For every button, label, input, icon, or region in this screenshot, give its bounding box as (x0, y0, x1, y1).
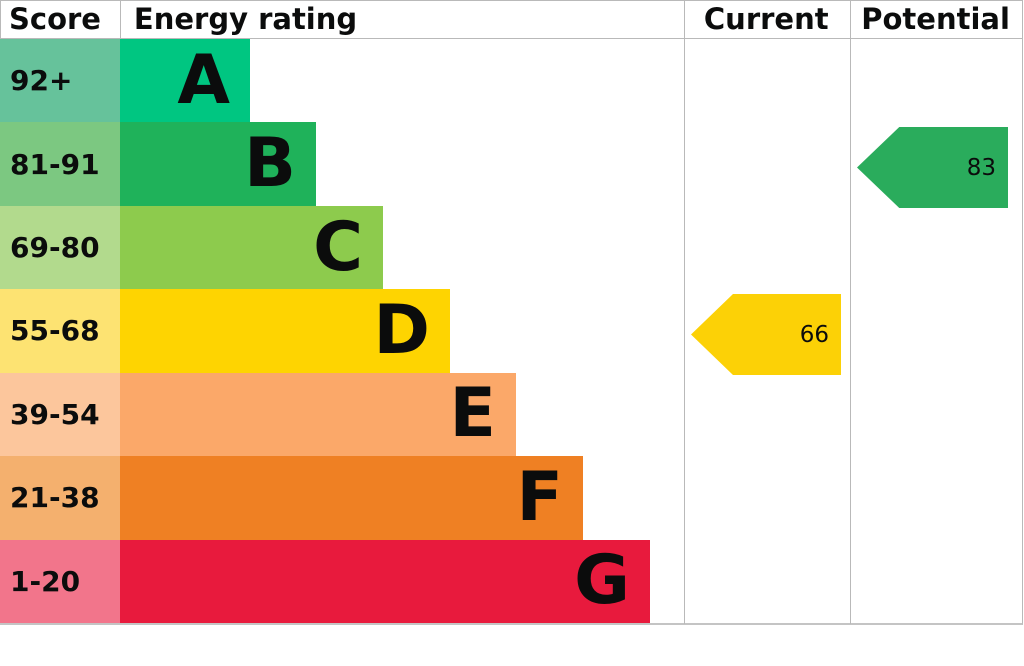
band-bar: G (120, 539, 650, 623)
band-score-range: 21-38 (0, 456, 120, 540)
potential-column-divider (850, 1, 851, 624)
band-score-range: 81-91 (0, 122, 120, 206)
band-score-range: 39-54 (0, 372, 120, 457)
band-bar: E (120, 372, 516, 457)
energy-rating-column-header: Energy rating (119, 1, 683, 38)
current-column-header: Current (703, 2, 829, 36)
band-letter: F (516, 457, 563, 537)
band-score-range: 69-80 (0, 205, 120, 290)
rating-bands: 92+ A 81-91 B 69-80 C 55-68 D 39-54 (0, 39, 1022, 623)
band-letter: A (177, 40, 230, 120)
band-row-g: 1-20 G (0, 539, 1022, 623)
band-row-b: 81-91 B (0, 122, 1022, 206)
band-letter: C (313, 207, 363, 287)
band-bar: D (120, 289, 450, 373)
band-bar: C (120, 205, 383, 290)
band-letter: G (574, 541, 630, 621)
band-letter: E (449, 374, 496, 454)
band-score-range: 55-68 (0, 289, 120, 373)
band-bar: B (120, 122, 316, 206)
potential-column-header: Potential (861, 2, 1010, 36)
band-row-f: 21-38 F (0, 456, 1022, 540)
band-row-e: 39-54 E (0, 372, 1022, 457)
score-column-header: Score (0, 1, 120, 38)
epc-energy-rating-chart: Score Energy rating Current Potential 92… (0, 0, 1023, 625)
band-bar: A (120, 39, 250, 123)
band-row-c: 69-80 C (0, 205, 1022, 290)
chart-header-row: Score Energy rating Current Potential (0, 1, 1022, 39)
potential-rating-value: 83 (966, 154, 996, 181)
band-letter: D (373, 290, 430, 370)
current-rating-value: 66 (799, 321, 829, 348)
band-row-a: 92+ A (0, 39, 1022, 123)
band-score-range: 1-20 (0, 539, 120, 623)
band-bar: F (120, 456, 583, 540)
band-row-d: 55-68 D (0, 289, 1022, 373)
band-letter: B (244, 124, 296, 204)
current-column-divider (684, 1, 685, 624)
band-score-range: 92+ (0, 39, 120, 123)
